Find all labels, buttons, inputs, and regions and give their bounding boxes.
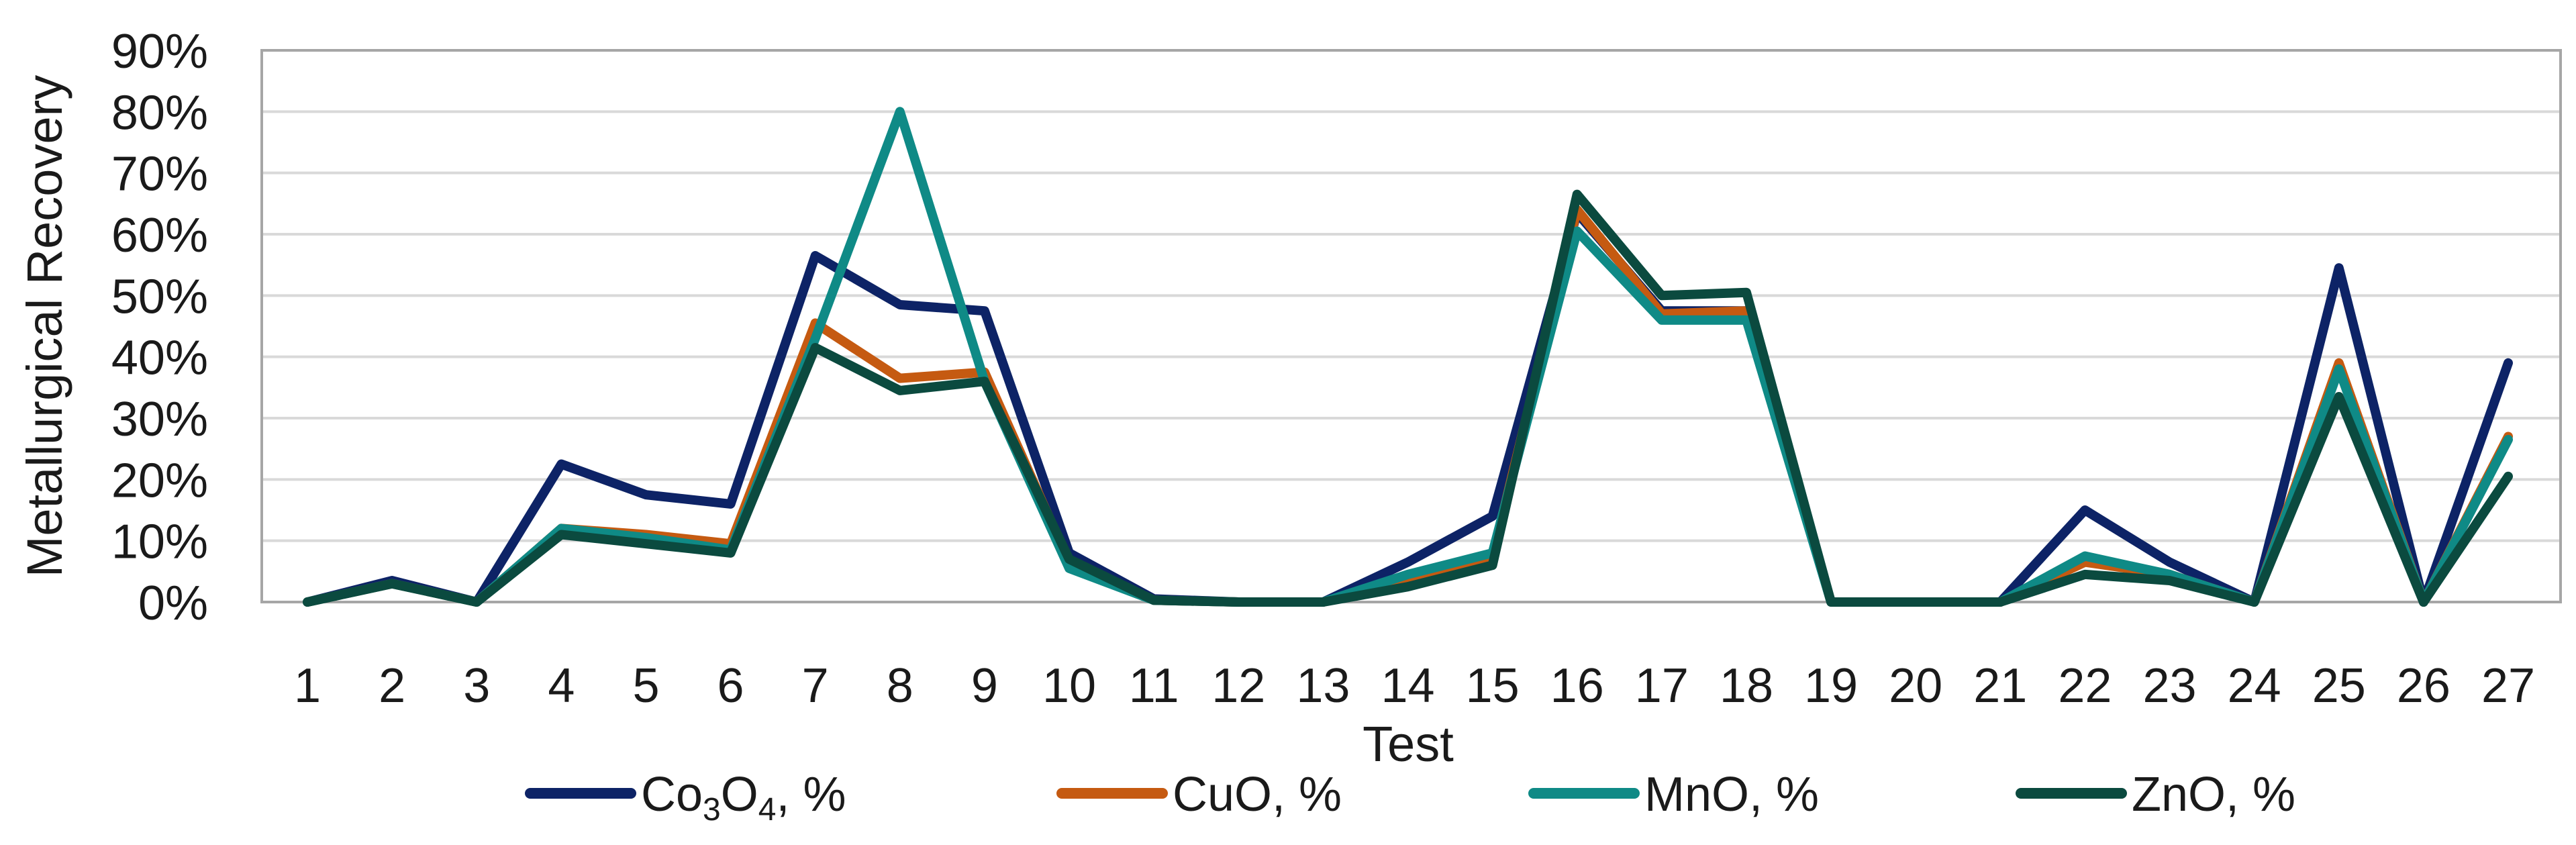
legend-label: CuO, % <box>1173 768 1342 822</box>
x-tick-label: 27 <box>2481 659 2535 713</box>
x-tick-label: 6 <box>717 659 744 713</box>
x-tick-label: 23 <box>2142 659 2196 713</box>
legend-item-2: CuO, % <box>1056 768 1342 822</box>
x-tick-label: 16 <box>1550 659 1604 713</box>
y-tick-label: 30% <box>111 393 208 446</box>
x-tick-label: 3 <box>463 659 490 713</box>
x-tick-label: 11 <box>1129 659 1179 713</box>
series-line-3 <box>303 107 2513 607</box>
x-tick-label: 2 <box>379 659 405 713</box>
x-tick-label: 9 <box>971 659 998 713</box>
x-axis-title: Test <box>1363 716 1454 772</box>
legend-label: ZnO, % <box>2132 768 2295 822</box>
legend: Co3O4, % CuO, % MnO, % ZnO, % <box>525 768 2295 828</box>
x-tick-label: 15 <box>1466 659 1520 713</box>
x-tick-label: 18 <box>1720 659 1773 713</box>
x-axis-ticks: 1 2 3 4 5 6 7 8 9 10 11 12 13 14 15 16 17 18 19 20 21 22 23 24 2… <box>294 659 2535 713</box>
series-line-1 <box>303 208 2513 607</box>
x-tick-label: 24 <box>2228 659 2281 713</box>
x-tick-label: 12 <box>1211 659 1265 713</box>
x-tick-label: 17 <box>1635 659 1689 713</box>
x-tick-label: 21 <box>1973 659 2027 713</box>
x-tick-label: 5 <box>632 659 659 713</box>
plot-area-border <box>260 49 2562 603</box>
x-tick-label: 22 <box>2058 659 2112 713</box>
x-tick-label: 8 <box>887 659 913 713</box>
x-tick-label: 10 <box>1042 659 1096 713</box>
y-tick-label: 0% <box>138 577 208 630</box>
x-tick-label: 20 <box>1889 659 1942 713</box>
legend-label: Co3O4, % <box>641 768 846 828</box>
legend-label: MnO, % <box>1644 768 1819 822</box>
y-axis-title: Metallurgical Recovery <box>17 75 72 578</box>
y-tick-label: 20% <box>111 454 208 507</box>
legend-item-3: MnO, % <box>1528 768 1819 822</box>
x-tick-label: 13 <box>1296 659 1350 713</box>
x-tick-label: 1 <box>294 659 321 713</box>
y-tick-label: 90% <box>111 25 208 79</box>
y-tick-label: 50% <box>111 270 208 324</box>
x-tick-label: 7 <box>802 659 829 713</box>
x-tick-label: 14 <box>1381 659 1434 713</box>
y-axis-ticks: 0% 10% 20% 30% 40% 50% 60% 70% 80% 90% <box>111 25 208 630</box>
x-tick-label: 25 <box>2312 659 2366 713</box>
gridlines <box>262 49 2561 603</box>
y-tick-label: 60% <box>111 209 208 262</box>
x-tick-label: 26 <box>2397 659 2450 713</box>
legend-item-4: ZnO, % <box>2016 768 2295 822</box>
y-tick-label: 10% <box>111 515 208 569</box>
x-tick-label: 19 <box>1804 659 1858 713</box>
series-lines <box>303 107 2513 607</box>
series-line-4 <box>303 189 2513 607</box>
y-tick-label: 40% <box>111 332 208 385</box>
y-tick-label: 80% <box>111 86 208 140</box>
legend-item-1: Co3O4, % <box>525 768 846 828</box>
x-tick-label: 4 <box>548 659 575 713</box>
y-tick-label: 70% <box>111 148 208 201</box>
